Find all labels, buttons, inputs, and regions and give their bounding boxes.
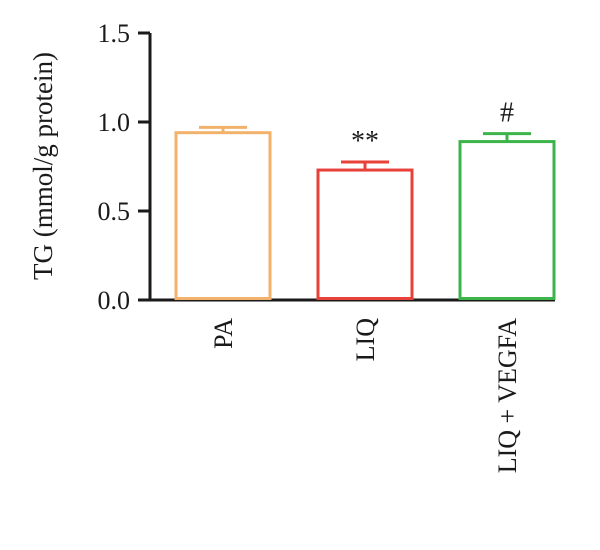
bars: ** # <box>174 98 556 300</box>
y-tick-label: 0.5 <box>98 197 131 226</box>
x-category-label: PA <box>209 318 238 349</box>
x-category-label: LIQ <box>351 318 380 362</box>
y-ticks: 0.0 0.5 1.0 1.5 <box>98 19 150 315</box>
bar <box>174 131 272 300</box>
y-tick-label: 1.5 <box>98 19 131 48</box>
y-axis-title: TG (mmol/g protein) <box>28 52 58 280</box>
bar <box>458 140 556 300</box>
significance-annotation: ** <box>351 126 379 157</box>
category-labels: PA LIQ LIQ + VEGFA <box>209 318 522 473</box>
y-tick-label: 0.0 <box>98 286 131 315</box>
y-tick-label: 1.0 <box>98 108 131 137</box>
bar <box>316 168 414 300</box>
x-category-label: LIQ + VEGFA <box>493 318 522 473</box>
significance-annotation: # <box>500 98 514 129</box>
